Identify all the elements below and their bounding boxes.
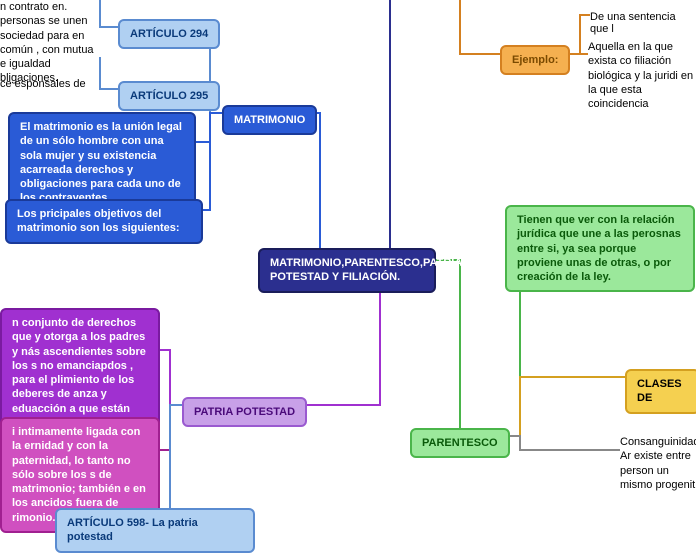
art295-node[interactable]: ARTÍCULO 295 bbox=[118, 81, 220, 111]
sentencia-text: De una sentencia que l bbox=[590, 11, 696, 35]
art294-node[interactable]: ARTÍCULO 294 bbox=[118, 19, 220, 49]
root-node[interactable]: MATRIMONIO,PARENTESCO,PATRIA POTESTAD Y … bbox=[258, 248, 436, 293]
parentesco-node[interactable]: PARENTESCO bbox=[410, 428, 510, 458]
objetivos-node[interactable]: Los pricipales objetivos del matrimonio … bbox=[5, 199, 203, 244]
art598-node[interactable]: ARTÍCULO 598- La patria potestad bbox=[55, 508, 255, 553]
esponsales-text: ce esponsales de bbox=[0, 78, 86, 90]
relacion-node[interactable]: Tienen que ver con la relación jurídica … bbox=[505, 205, 695, 292]
matrimonio-node[interactable]: MATRIMONIO bbox=[222, 105, 317, 135]
contrato-text: n contrato en. personas se unen sociedad… bbox=[0, 0, 100, 86]
filiacion-text: Aquella en la que exista co filiación bi… bbox=[588, 40, 696, 111]
patria-node[interactable]: PATRIA POTESTAD bbox=[182, 397, 307, 427]
clases-node[interactable]: CLASES DE bbox=[625, 369, 696, 414]
ejemplo-node[interactable]: Ejemplo: bbox=[500, 45, 570, 75]
consang-text: Consanguinidad-Ar existe entre person un… bbox=[620, 435, 696, 492]
